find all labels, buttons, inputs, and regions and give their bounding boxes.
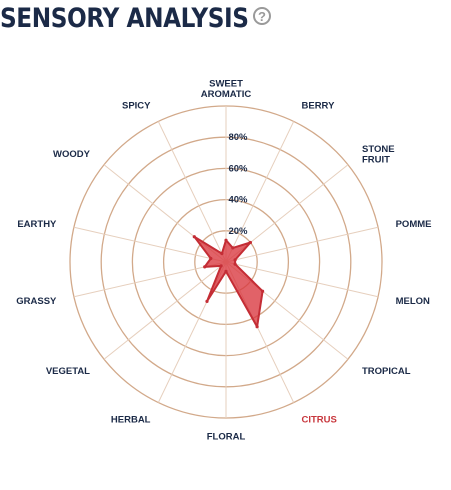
radar-point-10	[203, 265, 207, 269]
axis-label-line: MELON	[396, 296, 430, 307]
axis-label-line: HERBAL	[111, 414, 151, 425]
axis-label-line: FRUIT	[362, 154, 390, 165]
axis-label-line: EARTHY	[17, 219, 57, 230]
radar-spoke-11	[73, 226, 227, 263]
radar-axis-labels: SWEET AROMATIC BERRY STONE FRUIT POMME MELON TR…	[16, 78, 431, 442]
axis-label: STONE FRUIT	[362, 144, 395, 166]
radar-spoke-1	[225, 121, 295, 263]
radar-point-11	[209, 256, 213, 261]
axis-label: HERBAL	[111, 414, 151, 425]
tick-label: 20%	[228, 226, 248, 237]
help-icon[interactable]: ?	[253, 7, 271, 25]
radar-tick-labels: 20% 40% 60% 80%	[228, 132, 248, 237]
axis-label-line: STONE	[362, 144, 395, 155]
radar-point-4	[233, 262, 237, 266]
axis-label-line: POMME	[396, 219, 432, 230]
axis-label: VEGETAL	[46, 366, 90, 377]
radar-point-0	[224, 238, 228, 242]
axis-label-line: BERRY	[302, 101, 336, 112]
axis-label-line: CITRUS	[302, 414, 337, 425]
axis-label: SWEET AROMATIC	[201, 78, 252, 100]
radar-point-9	[219, 264, 223, 268]
axis-label: CITRUS	[302, 414, 337, 425]
radar-spoke-9	[103, 261, 227, 360]
radar-point-13	[220, 252, 224, 256]
radar-spoke-10	[73, 261, 227, 298]
header: SENSORY ANALYSIS	[0, 0, 289, 36]
radar-point-8	[205, 299, 209, 303]
axis-label: WOODY	[53, 149, 91, 160]
axis-label-line: SWEET	[209, 78, 243, 89]
radar-series-area	[193, 235, 264, 328]
axis-label-line: FLORAL	[207, 432, 246, 443]
tick-label: 80%	[228, 132, 248, 143]
page-title: SENSORY ANALYSIS	[0, 2, 249, 34]
radar-point-3	[233, 258, 237, 262]
radar-spoke-4	[225, 261, 379, 298]
axis-label: POMME	[396, 219, 432, 230]
axis-label-line: WOODY	[53, 149, 91, 160]
radar-point-12	[192, 235, 196, 239]
radar-point-1	[231, 246, 235, 250]
tick-label: 40%	[228, 195, 248, 206]
axis-label-line: VEGETAL	[46, 366, 90, 377]
axis-label: MELON	[396, 296, 430, 307]
axis-label: SPICY	[122, 101, 151, 112]
radar-point-6	[255, 325, 259, 329]
axis-label: EARTHY	[17, 219, 57, 230]
radar-point-5	[261, 289, 265, 293]
radar-series	[192, 235, 265, 329]
axis-label: TROPICAL	[362, 366, 411, 377]
axis-label-line: AROMATIC	[201, 89, 252, 100]
radar-point-7	[224, 269, 228, 273]
radar-spoke-3	[225, 226, 379, 263]
radar-spoke-13	[157, 121, 227, 263]
axis-label-line: GRASSY	[16, 296, 57, 307]
radar-point-2	[248, 240, 252, 245]
tick-label: 60%	[228, 163, 248, 174]
axis-label: BERRY	[302, 101, 336, 112]
axis-label: FLORAL	[207, 432, 246, 443]
axis-label: GRASSY	[16, 296, 57, 307]
axis-label-line: SPICY	[122, 101, 151, 112]
axis-label-line: TROPICAL	[362, 366, 411, 377]
